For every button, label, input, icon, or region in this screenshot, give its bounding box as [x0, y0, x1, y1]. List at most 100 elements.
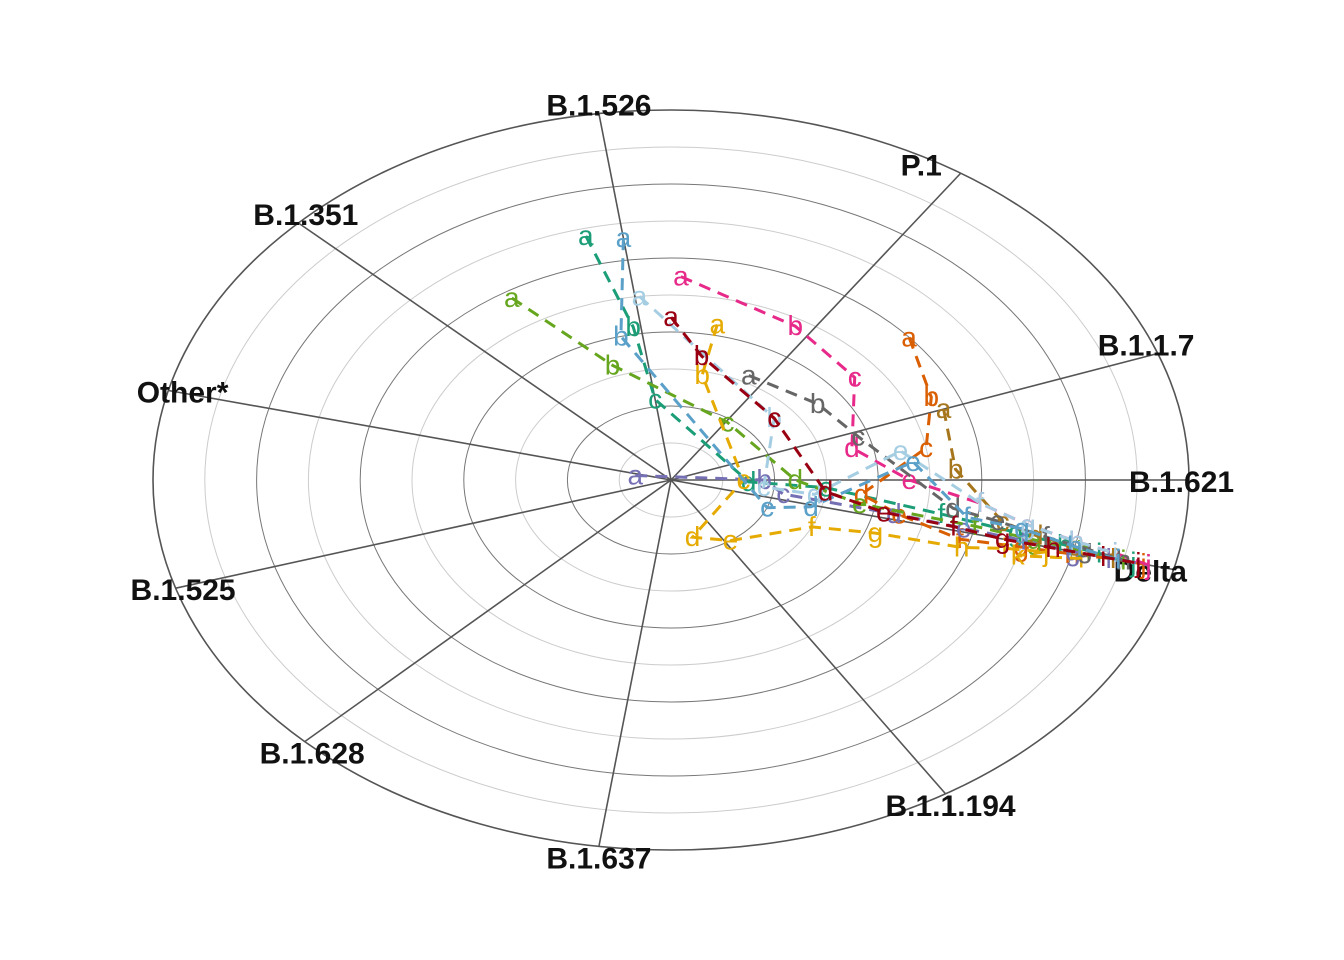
point-label: i	[1096, 537, 1102, 568]
point-label: c	[848, 362, 862, 393]
point-label: g	[1014, 513, 1030, 544]
point-label: f	[971, 510, 979, 541]
axis-label: P.1	[901, 149, 942, 182]
axis-spoke	[168, 389, 672, 481]
axis-label: B.1.526	[546, 90, 651, 123]
point-label: j	[1144, 549, 1151, 580]
point-label: f	[938, 498, 946, 529]
point-label: i	[1112, 537, 1118, 568]
axis-spoke	[304, 479, 672, 743]
axis-label: B.1.351	[253, 199, 358, 232]
point-label: g	[995, 523, 1011, 554]
axis-label: B.1.1.7	[1098, 329, 1195, 362]
point-label: b	[613, 320, 629, 351]
point-label: d	[741, 466, 757, 497]
point-label: a	[673, 261, 689, 292]
point-label: f	[963, 501, 971, 532]
point-label: j	[1042, 536, 1049, 567]
point-label: i	[1100, 541, 1106, 572]
axis-spoke	[670, 172, 962, 481]
point-label: f	[950, 511, 958, 542]
point-label: g	[868, 517, 884, 548]
point-label: i	[1115, 544, 1121, 575]
point-label: e	[893, 435, 909, 466]
axis-spoke	[598, 479, 672, 847]
axis-label: B.1.1.194	[885, 790, 1015, 823]
point-label: b	[924, 381, 940, 412]
axis-label: B.1.621	[1129, 466, 1234, 499]
point-label: a	[616, 222, 632, 253]
point-label: e	[990, 505, 1006, 536]
point-label: e	[723, 525, 739, 556]
point-label: b	[788, 310, 804, 341]
series-line	[680, 275, 1150, 567]
point-label: b	[694, 340, 710, 371]
point-label: d	[788, 464, 804, 495]
axis-label: B.1.637	[546, 842, 651, 875]
point-label: b	[625, 311, 641, 342]
point-label: a	[936, 393, 952, 424]
axis-label: B.1.628	[260, 738, 365, 771]
point-label: a	[504, 282, 520, 313]
point-label: c	[721, 406, 735, 437]
axis-spoke	[297, 222, 672, 481]
point-label: i	[1001, 532, 1007, 563]
point-label: i	[1145, 549, 1151, 580]
point-label: a	[632, 280, 648, 311]
point-label: h	[1069, 526, 1085, 557]
point-label: d	[844, 432, 860, 463]
point-label: c	[760, 492, 774, 523]
point-label: f	[956, 523, 964, 554]
point-label: h	[1045, 532, 1061, 563]
point-label: c	[851, 421, 865, 452]
point-label: d	[803, 491, 819, 522]
series-line	[638, 295, 1116, 555]
point-label: j	[1134, 547, 1141, 578]
point-label: a	[663, 301, 679, 332]
point-label: b	[605, 349, 621, 380]
series-line	[619, 238, 1119, 562]
point-label: c	[919, 432, 933, 463]
series-line	[689, 323, 1082, 560]
point-label: c	[776, 478, 790, 509]
point-label: f	[808, 511, 816, 542]
point-label: h	[954, 532, 970, 563]
point-label: a	[578, 220, 594, 251]
point-label: b	[810, 388, 826, 419]
axis-label: B.1.525	[131, 574, 236, 607]
point-label: b	[948, 453, 964, 484]
point-label: c	[757, 471, 771, 502]
series-line	[584, 235, 1134, 564]
point-label: b	[694, 359, 710, 390]
point-label: k	[1011, 540, 1026, 571]
axis-spoke	[598, 113, 672, 481]
point-label: d	[818, 476, 834, 507]
point-label: e	[905, 446, 921, 477]
point-label: i	[1112, 537, 1118, 568]
point-label: d	[807, 478, 823, 509]
point-label: c	[648, 383, 662, 414]
axis-spoke	[670, 352, 1158, 481]
axis-label: Other*	[137, 376, 229, 409]
series-line	[748, 374, 1124, 563]
point-label: e	[876, 496, 892, 527]
axis-spoke	[670, 479, 947, 795]
point-label: a	[710, 308, 726, 339]
point-label: f	[976, 487, 984, 518]
axis-spoke	[175, 479, 672, 589]
point-label: f	[1020, 525, 1028, 556]
point-label: e	[956, 512, 972, 543]
series-line	[858, 336, 1144, 566]
point-label: l	[1078, 543, 1084, 574]
point-label: a	[901, 321, 917, 352]
point-label: h	[1067, 531, 1083, 562]
point-label: d	[685, 521, 701, 552]
point-label: f	[976, 487, 984, 518]
point-label: a	[741, 360, 757, 391]
